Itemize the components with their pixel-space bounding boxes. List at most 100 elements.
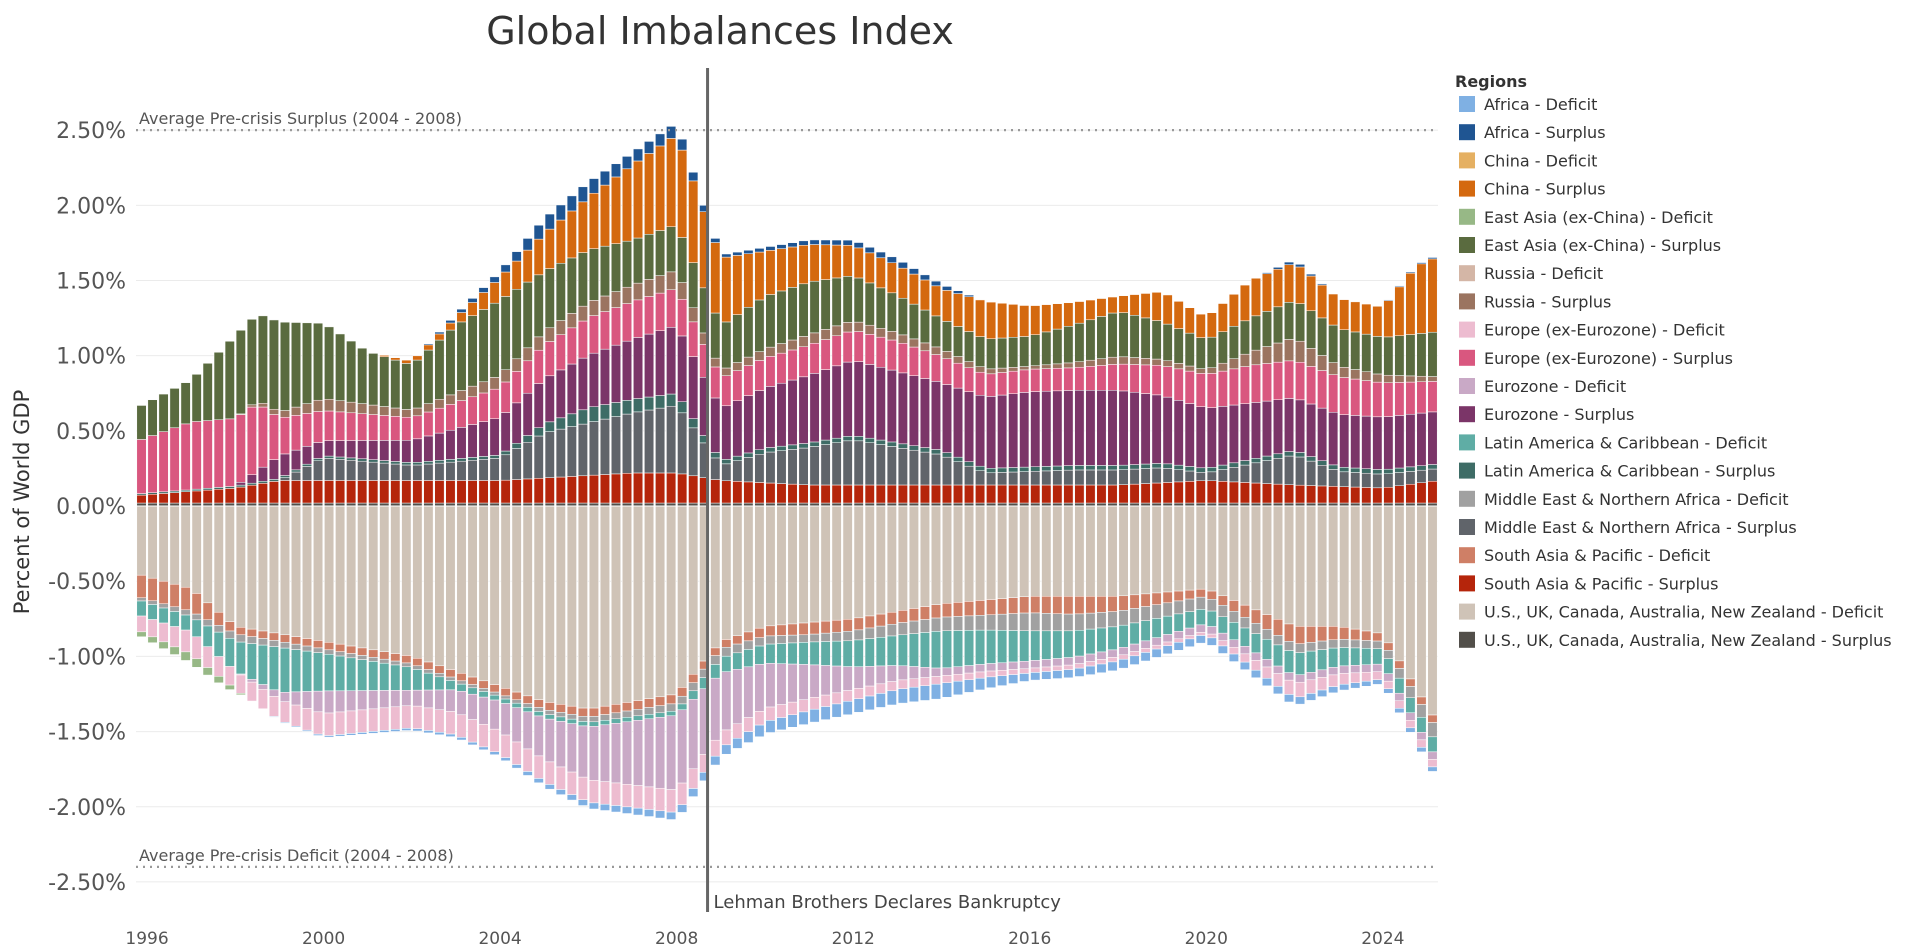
bar-segment (235, 505, 246, 628)
bar-stack (997, 302, 1008, 686)
bar-segment (1361, 303, 1372, 335)
bar-segment (1217, 616, 1228, 634)
bar-segment (798, 245, 809, 285)
bar-stack (875, 251, 886, 708)
bar-stack (986, 301, 997, 688)
bar-segment (489, 282, 500, 304)
bar-segment (1339, 367, 1350, 378)
bar-segment (599, 245, 610, 297)
bar-segment (1195, 632, 1206, 636)
bar-segment (213, 625, 224, 633)
bar-segment (1074, 366, 1085, 391)
bar-segment (401, 505, 412, 656)
bar-stack (842, 239, 853, 716)
bar-segment (379, 355, 390, 357)
bar-segment (434, 432, 445, 461)
bar-segment (500, 703, 511, 736)
bar-segment (180, 614, 191, 631)
bar-segment (688, 171, 699, 182)
bar-segment (897, 343, 908, 374)
bar-segment (1394, 472, 1405, 486)
bar-segment (555, 428, 566, 478)
bar-segment (1273, 306, 1283, 344)
bar-segment (202, 489, 213, 504)
bar-segment (1030, 596, 1041, 614)
bar-segment (1107, 469, 1118, 486)
bar-stack (279, 321, 290, 724)
bar-segment (544, 327, 555, 342)
bar-stack (930, 280, 941, 700)
bar-segment (853, 321, 864, 332)
bar-segment (919, 484, 930, 504)
bar-segment (1206, 471, 1217, 482)
bar-segment (478, 696, 489, 725)
bar-segment (644, 714, 655, 720)
bar-segment (809, 641, 820, 666)
bar-segment (246, 505, 257, 630)
bar-segment (511, 702, 522, 708)
bar-segment (588, 707, 599, 717)
bar-segment (357, 690, 368, 711)
bar-segment (886, 262, 897, 294)
bar-segment (897, 688, 908, 704)
bar-segment (997, 472, 1008, 486)
bar-segment (533, 778, 544, 784)
bar-segment (831, 484, 842, 504)
bar-segment (1306, 460, 1317, 486)
bar-segment (1030, 672, 1041, 681)
bar-segment (1239, 464, 1250, 483)
bar-segment (1262, 629, 1272, 640)
bar-segment (1350, 682, 1361, 689)
bar-segment (908, 678, 919, 688)
bar-segment (1228, 404, 1239, 464)
bar-segment (257, 403, 268, 408)
bar-segment (997, 394, 1008, 469)
bar-segment (908, 620, 919, 634)
bar-segment (1394, 708, 1405, 714)
bar-segment (677, 401, 688, 414)
bar-stack (1019, 305, 1030, 682)
bar-stack (1317, 283, 1328, 697)
bar-segment (875, 505, 886, 615)
bar-segment (831, 365, 842, 439)
y-tick-label: -2.00% (48, 796, 126, 821)
legend-swatch (1459, 321, 1475, 338)
bar-segment (456, 683, 467, 692)
bar-segment (213, 656, 224, 677)
bar-segment (1195, 368, 1206, 374)
bar-segment (522, 703, 533, 708)
bar-segment (997, 467, 1008, 473)
bar-segment (324, 505, 335, 643)
bar-segment (997, 670, 1008, 677)
bar-segment (820, 665, 831, 696)
bar-segment (368, 480, 379, 504)
bar-segment (158, 393, 169, 432)
bar-segment (908, 273, 919, 305)
legend-swatch (1459, 349, 1475, 366)
bar-segment (522, 435, 533, 443)
bar-segment (1416, 381, 1427, 414)
y-axis-label: Percent of World GDP (10, 390, 34, 615)
bar-segment (379, 662, 390, 691)
bar-segment (246, 406, 257, 475)
bar-segment (1162, 463, 1173, 469)
bar-segment (754, 637, 765, 647)
bar-segment (1184, 466, 1195, 472)
bar-segment (1096, 596, 1107, 613)
bar-segment (588, 315, 599, 354)
legend-label: China - Surplus (1484, 180, 1606, 199)
bar-segment (544, 228, 555, 269)
bar-segment (346, 653, 357, 659)
bar-segment (1262, 639, 1272, 660)
bar-segment (1008, 467, 1019, 473)
bar-segment (478, 746, 489, 751)
bar-segment (511, 448, 522, 480)
bar-segment (787, 242, 798, 248)
bar-segment (191, 593, 202, 615)
bar-segment (809, 332, 820, 344)
bar-segment (390, 660, 401, 666)
bar-segment (423, 669, 434, 674)
bar-segment (1273, 483, 1283, 504)
legend-item: Eurozone - Surplus (1459, 405, 1634, 424)
bar-segment (1151, 505, 1162, 594)
